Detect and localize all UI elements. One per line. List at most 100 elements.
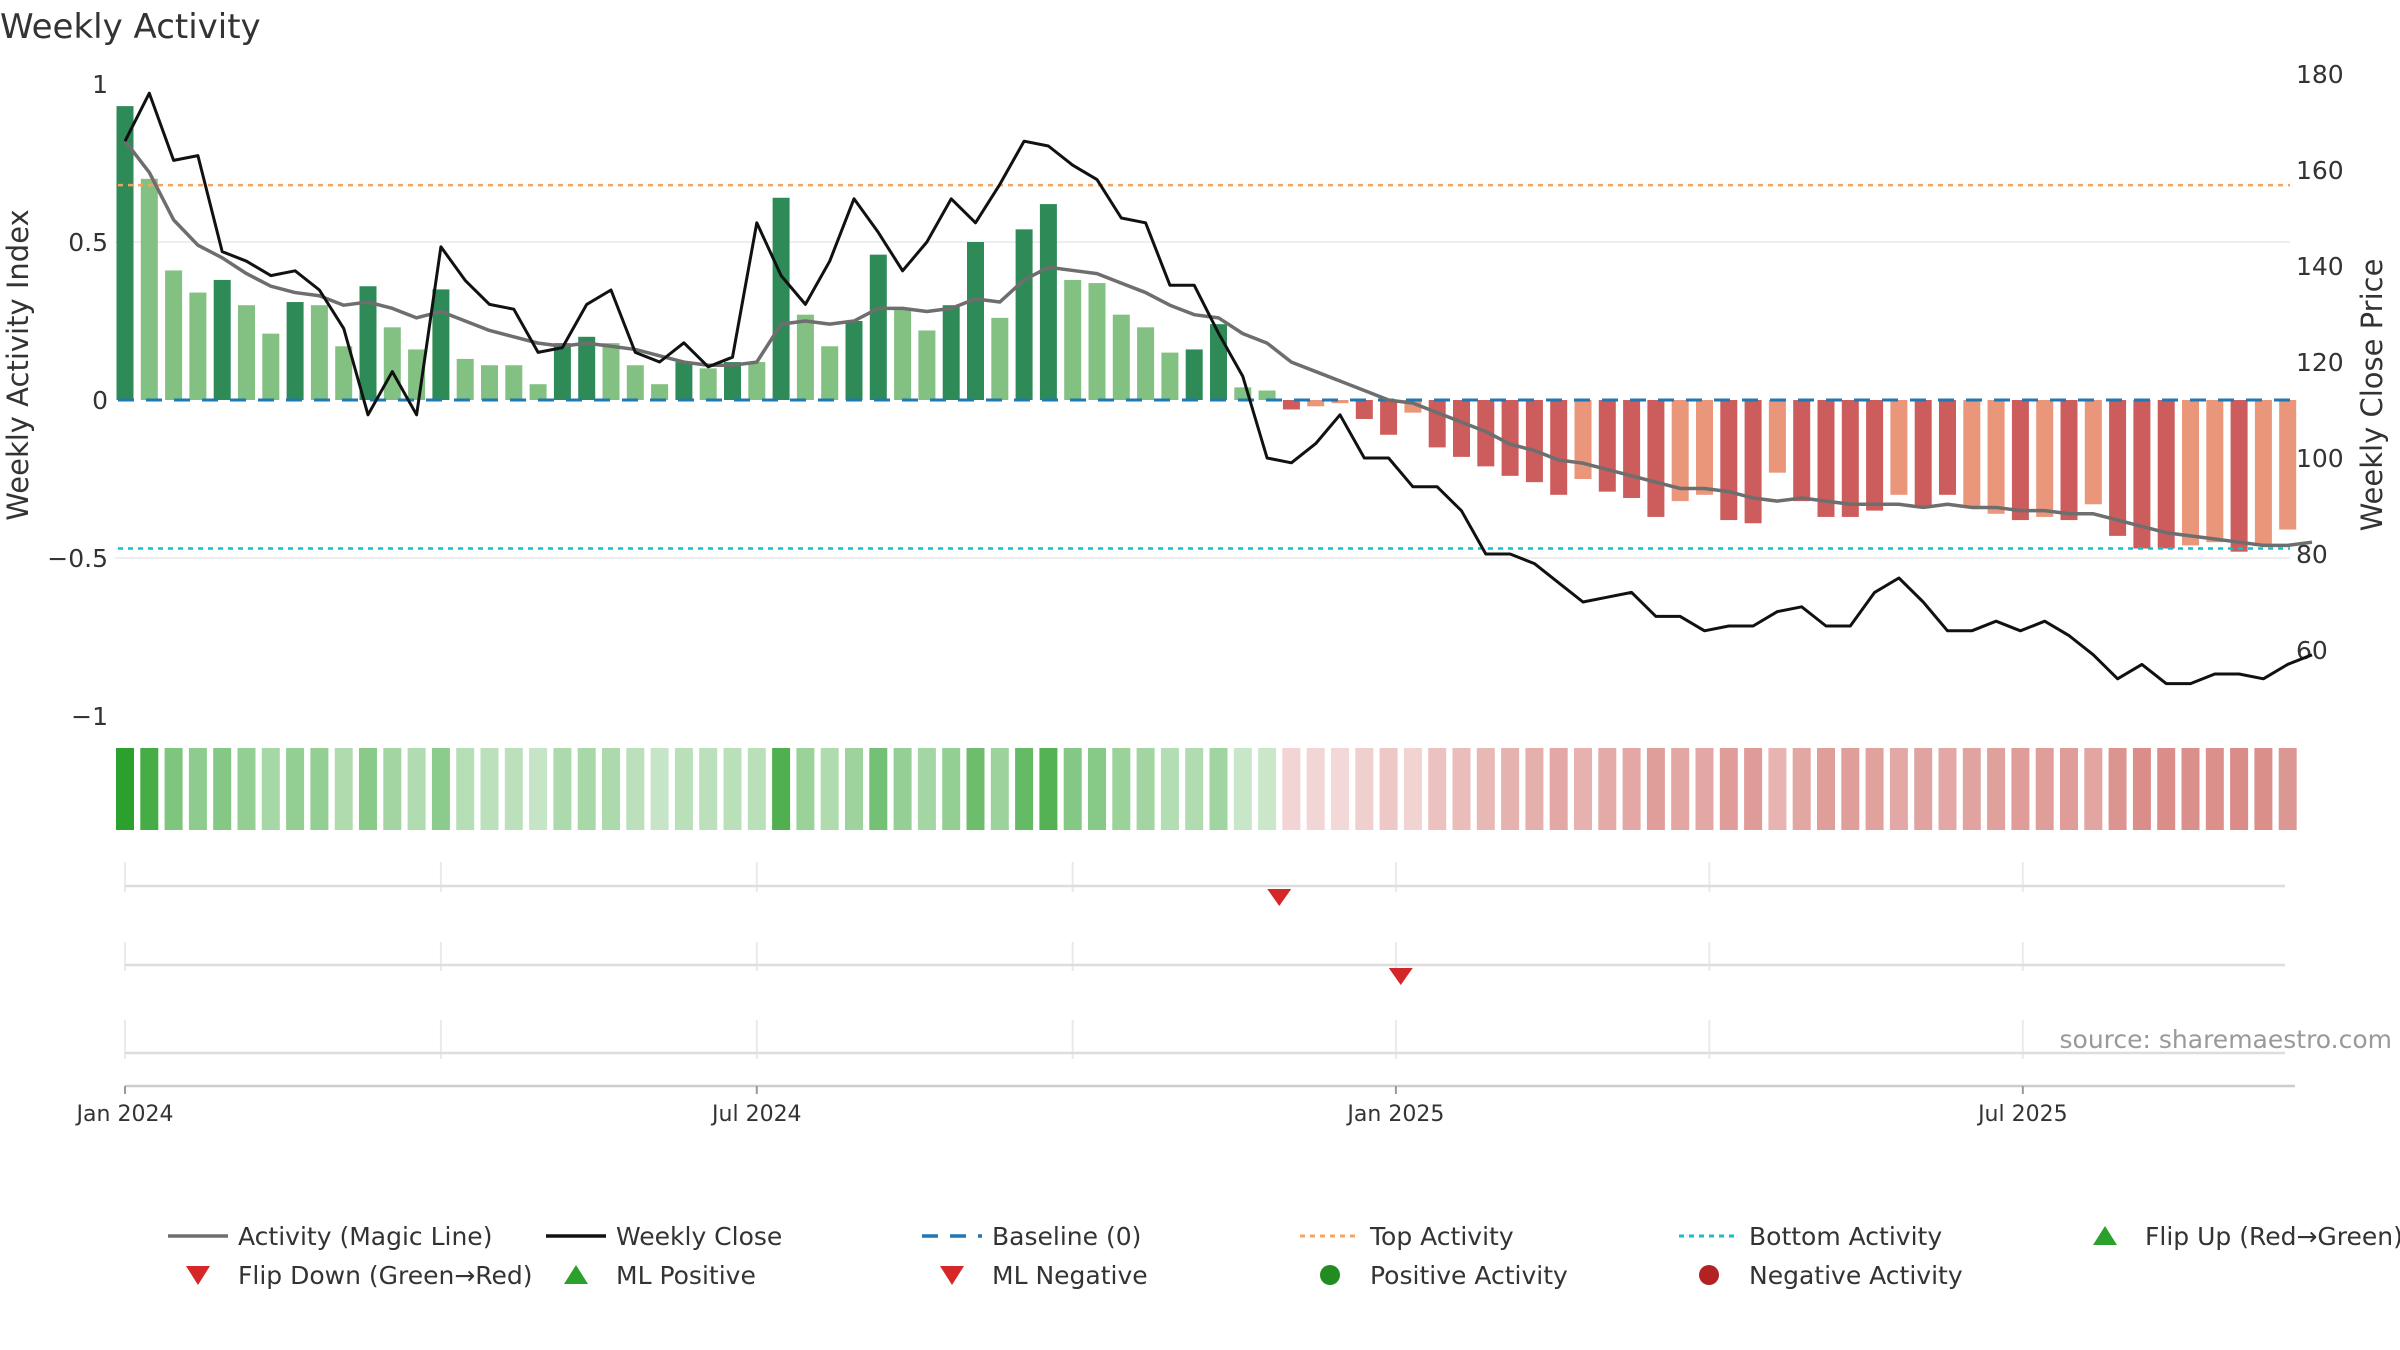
activity-strip-cell: [674, 748, 693, 830]
activity-strip-cell: [1768, 748, 1787, 830]
positive-activity-bar: [189, 292, 207, 400]
negative-activity-bar: [1890, 400, 1908, 495]
negative-activity-bar: [1307, 400, 1325, 407]
negative-activity-bar: [1380, 400, 1398, 435]
x-tick-label: Jan 2025: [1345, 1102, 1444, 1127]
legend-item: Flip Down (Green→Red): [186, 1261, 533, 1290]
activity-strip-cell: [845, 748, 863, 830]
negative-activity-bar: [1963, 400, 1981, 508]
chart-title: Weekly Activity: [0, 7, 261, 47]
activity-strip-cell: [431, 748, 450, 830]
activity-strip-cell: [2278, 748, 2297, 830]
activity-strip-cell: [1962, 748, 1981, 830]
negative-activity-bar: [1720, 400, 1738, 521]
activity-strip-cell: [917, 748, 936, 830]
activity-strip-cell: [2035, 748, 2054, 830]
activity-strip-cell: [966, 748, 985, 830]
legend-label: Negative Activity: [1749, 1261, 1963, 1290]
activity-strip-cell: [2108, 748, 2127, 830]
activity-strip-cell: [504, 748, 523, 830]
activity-strip-cell: [2132, 748, 2151, 830]
activity-strip-cell: [553, 748, 572, 830]
activity-strip-cell: [1306, 748, 1325, 830]
source-note: source: sharemaestro.com: [2060, 1025, 2393, 1054]
activity-strip-cell: [140, 748, 159, 830]
legend-triangle-up: [564, 1265, 588, 1284]
magic-line: [123, 139, 2313, 548]
activity-strip-cell: [383, 748, 402, 830]
activity-strip-cell: [1841, 748, 1860, 830]
activity-strip-cell: [1865, 748, 1884, 830]
activity-strip-cell: [1817, 748, 1835, 830]
flip-down-marker: [1388, 968, 1413, 985]
legend-item: ML Negative: [940, 1261, 1148, 1290]
positive-activity-bar: [699, 368, 717, 400]
activity-strip-cell: [1379, 748, 1398, 830]
y-right-tick-label: 180: [2296, 60, 2344, 89]
positive-activity-bar: [942, 305, 960, 400]
activity-strip-cell: [1112, 748, 1131, 830]
activity-strip-cell: [1549, 748, 1568, 830]
positive-activity-bar: [991, 317, 1009, 400]
negative-activity-bar: [1647, 400, 1665, 517]
activity-strip-cell: [1914, 748, 1933, 830]
y-left-tick-label: 0.5: [68, 228, 108, 257]
positive-activity-bar: [1137, 327, 1155, 400]
positive-activity-bar: [505, 365, 523, 400]
negative-activity-bar: [2182, 400, 2199, 546]
legend-item: Activity (Magic Line): [168, 1222, 492, 1251]
activity-strip-cell: [1331, 748, 1349, 830]
positive-activity-bar: [967, 242, 984, 400]
negative-activity-bar: [2206, 400, 2224, 543]
negative-activity-bar: [1453, 400, 1470, 457]
negative-activity-bar: [2084, 400, 2102, 505]
flip-panels: Jan 2024 Jul 2024 Jan 2025 Jul 2025: [75, 862, 2295, 1127]
activity-strip-cell: [1889, 748, 1908, 830]
x-tick-label: Jan 2024: [75, 1102, 174, 1127]
positive-activity-bar: [602, 343, 620, 400]
negative-activity-bar: [2036, 400, 2054, 517]
activity-strip-cell: [1233, 748, 1252, 830]
y-left-tick-label: −0.5: [47, 544, 108, 573]
negative-activity-bar: [1914, 400, 1932, 508]
y-axis-right-label: Weekly Close Price: [2355, 259, 2389, 532]
positive-activity-bar: [1064, 279, 1082, 400]
activity-strip-cell: [1209, 748, 1228, 830]
activity-strip-cell: [237, 748, 256, 830]
positive-activity-bar: [456, 358, 474, 400]
activity-strip-cell: [116, 748, 134, 830]
positive-activity-bar: [748, 362, 766, 400]
negative-activity-bar: [1696, 400, 1713, 495]
legend-label: Weekly Close: [616, 1222, 782, 1251]
positive-activity-bar: [310, 305, 328, 400]
activity-strip-cell: [990, 748, 1009, 830]
positive-activity-bar: [675, 362, 693, 400]
positive-activity-bar: [481, 365, 498, 400]
activity-strip-cell: [1063, 748, 1082, 830]
positive-activity-bar: [1039, 204, 1057, 400]
positive-activity-bar: [140, 178, 158, 400]
y-right-tick-label: 120: [2296, 348, 2344, 377]
positive-activity-bar: [213, 279, 231, 400]
activity-strip-cell: [1598, 748, 1617, 830]
weekly-close-line: [123, 91, 2313, 686]
negative-activity-bar: [1841, 400, 1859, 517]
activity-strip-cell: [286, 748, 305, 830]
activity-strip-cell: [164, 748, 183, 830]
negative-activity-bar: [1574, 400, 1592, 479]
flip-down-marker: [1267, 889, 1292, 906]
activity-strip-cell: [1476, 748, 1495, 830]
positive-activity-bar: [383, 327, 401, 400]
positive-activity-bar: [869, 254, 887, 400]
negative-activity-bar: [1331, 400, 1349, 404]
activity-strip-cell: [1403, 748, 1422, 830]
activity-strip-cell: [747, 748, 766, 830]
positive-activity-bar: [724, 362, 741, 400]
positive-activity-bar: [116, 106, 134, 401]
negative-activity-bar: [1768, 400, 1786, 473]
positive-activity-bar: [821, 346, 839, 400]
legend-label: ML Positive: [616, 1261, 756, 1290]
legend-item: Top Activity: [1300, 1222, 1514, 1251]
